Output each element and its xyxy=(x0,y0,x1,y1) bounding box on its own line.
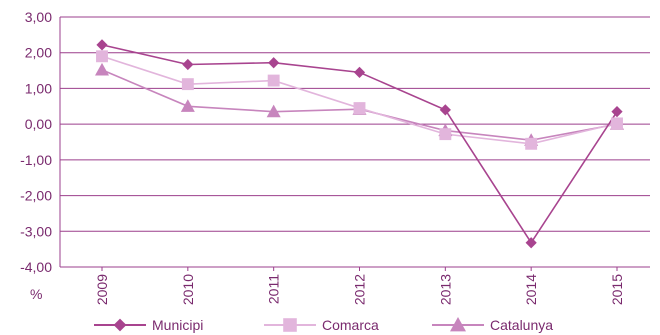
series-markers xyxy=(95,39,624,249)
x-tick-label: 2013 xyxy=(437,274,453,305)
x-tick-label: 2012 xyxy=(352,274,368,305)
data-point-comarca xyxy=(439,128,452,141)
data-point-comarca xyxy=(96,50,108,63)
data-point-comarca xyxy=(611,117,623,130)
x-tick-label: 2010 xyxy=(180,274,196,305)
data-point-municipi xyxy=(525,237,537,249)
y-tick-label: 0,00 xyxy=(25,116,52,132)
data-point-municipi xyxy=(96,39,108,51)
y-tick-label: 2,00 xyxy=(25,45,52,61)
legend-marker-catalunya xyxy=(450,317,466,332)
x-axis: 2009 2010 2011 2012 2013 2014 2015 xyxy=(94,267,625,305)
x-tick-label: 2009 xyxy=(94,274,110,305)
y-tick-label: -2,00 xyxy=(20,188,52,204)
data-point-comarca xyxy=(353,102,366,115)
y-tick-label: -1,00 xyxy=(20,152,52,168)
gridlines xyxy=(60,16,650,268)
y-tick-label: -3,00 xyxy=(20,223,52,239)
legend-marker-comarca xyxy=(283,318,297,332)
legend-marker-municipi xyxy=(113,318,127,332)
x-tick-label: 2015 xyxy=(609,274,625,305)
legend-label: Comarca xyxy=(322,317,379,333)
data-point-municipi xyxy=(611,106,623,118)
data-point-municipi xyxy=(353,66,366,78)
data-point-catalunya xyxy=(180,99,195,112)
data-point-catalunya xyxy=(266,104,281,118)
data-point-municipi xyxy=(182,58,194,71)
y-tick-label: 1,00 xyxy=(25,80,52,96)
legend-label: Municipi xyxy=(152,317,203,333)
data-point-comarca xyxy=(181,78,194,91)
y-axis: 3,00 2,00 1,00 0,00 -1,00 -2,00 -3,00 -4,00 xyxy=(20,9,61,275)
legend-label: Catalunya xyxy=(490,317,553,333)
y-axis-unit: % xyxy=(30,286,42,302)
x-tick-label: 2014 xyxy=(523,274,539,305)
data-point-catalunya xyxy=(95,62,109,76)
data-point-comarca xyxy=(267,74,280,87)
data-point-municipi xyxy=(268,57,280,69)
y-tick-label: -4,00 xyxy=(20,259,52,275)
legend: Municipi Comarca Catalunya xyxy=(94,317,553,333)
x-tick-label: 2011 xyxy=(266,274,282,304)
data-point-comarca xyxy=(525,137,538,150)
y-tick-label: 3,00 xyxy=(25,9,52,25)
data-point-municipi xyxy=(439,104,451,116)
